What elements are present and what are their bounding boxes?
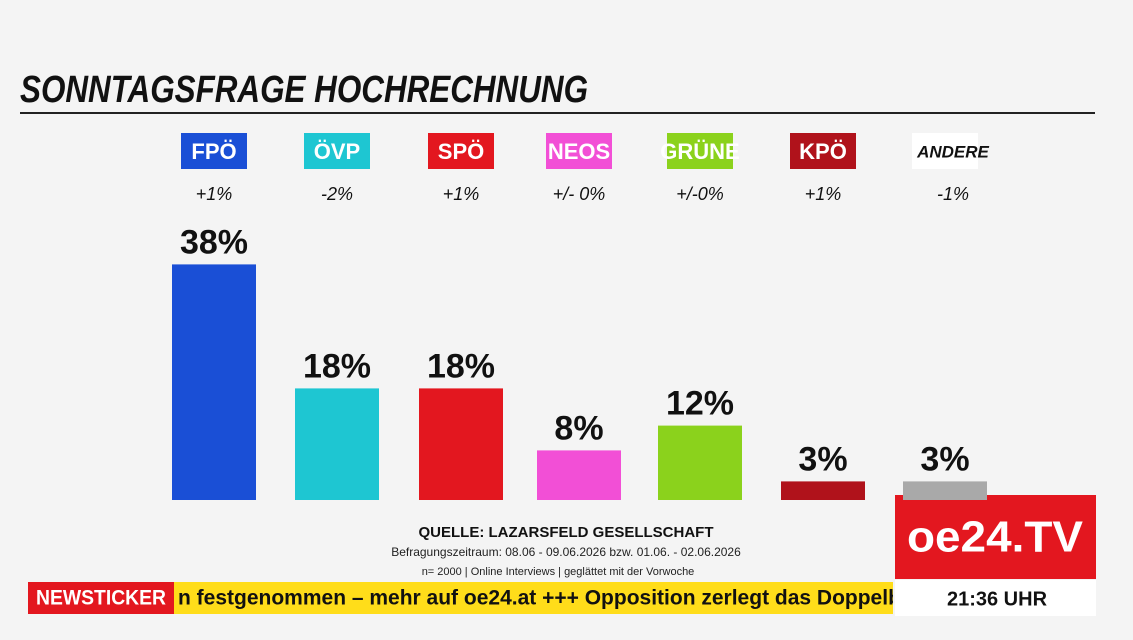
source-title: QUELLE: LAZARSFELD GESELLSCHAFT — [419, 524, 714, 541]
party-label: GRÜNE — [660, 139, 739, 164]
change-label: -2% — [321, 184, 353, 204]
party-label-box — [304, 133, 370, 169]
source-period: Befragungszeitraum: 08.06 - 09.06.2026 b… — [391, 545, 741, 559]
value-label: 18% — [427, 347, 495, 385]
party-label-box — [546, 133, 612, 169]
time: 21:36 UHR — [947, 588, 1048, 610]
party-label-box — [667, 133, 733, 169]
value-label: 3% — [920, 440, 969, 478]
ticker-text: n festgenommen – mehr auf oe24.at +++ Op… — [178, 587, 901, 610]
party-label-box — [428, 133, 494, 169]
logo: oe24.TV — [907, 513, 1084, 562]
change-label: +/- 0% — [553, 184, 606, 204]
time-box — [895, 580, 1096, 616]
ticker-label-box — [28, 582, 174, 614]
bar — [419, 388, 503, 500]
bar — [295, 388, 379, 500]
party-label: FPÖ — [191, 139, 236, 164]
party-label-box — [790, 133, 856, 169]
party-label: ÖVP — [314, 139, 360, 164]
bar — [172, 264, 256, 500]
change-label: +/-0% — [676, 184, 724, 204]
logo-box — [895, 495, 1096, 579]
bar — [658, 425, 742, 500]
party-label: KPÖ — [799, 139, 847, 164]
party-label-box — [181, 133, 247, 169]
change-label: +1% — [196, 184, 233, 204]
change-label: +1% — [805, 184, 842, 204]
bar — [903, 481, 987, 500]
chart-title: SONNTAGSFRAGE HOCHRECHNUNG — [20, 69, 588, 111]
change-label: +1% — [443, 184, 480, 204]
ticker-band — [174, 582, 893, 614]
value-label: 38% — [180, 223, 248, 261]
party-label: ANDERE — [916, 142, 989, 161]
change-label: -1% — [937, 184, 969, 204]
value-label: 8% — [554, 409, 603, 447]
party-label: SPÖ — [438, 139, 484, 164]
source-method: n= 2000 | Online Interviews | geglättet … — [422, 566, 695, 578]
party-label-box — [912, 133, 978, 169]
bar — [537, 450, 621, 500]
bar — [781, 481, 865, 500]
value-label: 18% — [303, 347, 371, 385]
ticker-label: NEWSTICKER — [36, 587, 166, 610]
value-label: 3% — [798, 440, 847, 478]
party-label: NEOS — [548, 139, 610, 164]
value-label: 12% — [666, 385, 734, 423]
